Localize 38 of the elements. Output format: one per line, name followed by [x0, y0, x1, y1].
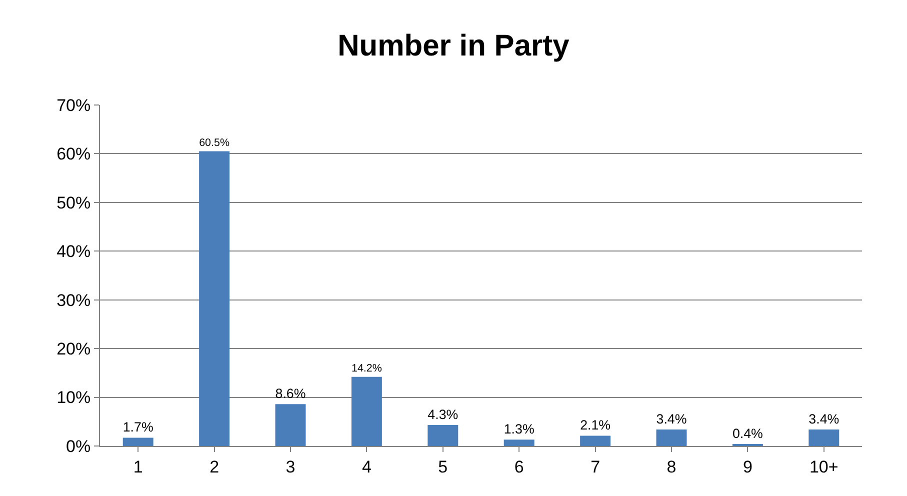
- bar: [428, 425, 458, 446]
- x-tick-label: 2: [210, 457, 220, 476]
- data-label: 2.1%: [580, 418, 611, 433]
- data-label: 8.6%: [275, 386, 306, 401]
- data-label: 3.4%: [808, 411, 840, 426]
- y-tick-label: 0%: [66, 436, 91, 456]
- bar: [580, 436, 611, 446]
- x-tick-label: 8: [666, 457, 676, 476]
- bar: [275, 404, 306, 446]
- data-label: 14.2%: [351, 362, 382, 374]
- data-label: 0.4%: [732, 426, 764, 441]
- y-tick-label: 20%: [56, 340, 91, 359]
- x-tick-label: 1: [133, 457, 143, 476]
- y-tick-label: 10%: [56, 388, 91, 408]
- data-label: 60.5%: [199, 136, 230, 149]
- y-tick-label: 70%: [56, 96, 91, 115]
- bar: [808, 429, 840, 446]
- bar: [351, 376, 382, 446]
- data-label: 4.3%: [428, 406, 458, 422]
- x-tick-label: 10+: [809, 457, 838, 476]
- bar: [656, 429, 687, 446]
- y-tick-label: 30%: [56, 290, 91, 310]
- data-label: 1.7%: [122, 420, 154, 435]
- bar: [504, 440, 534, 446]
- chart-title: Number in Party: [338, 30, 570, 63]
- x-tick-label: 4: [362, 457, 372, 476]
- bar: [199, 151, 230, 446]
- y-tick-label: 40%: [56, 242, 91, 262]
- data-label: 3.4%: [656, 411, 687, 426]
- x-tick-label: 9: [742, 457, 752, 476]
- bar: [122, 438, 154, 446]
- y-tick-label: 50%: [56, 193, 91, 212]
- x-tick-label: 5: [438, 457, 448, 476]
- x-tick-label: 7: [590, 457, 600, 476]
- data-label: 1.3%: [504, 422, 534, 437]
- y-tick-label: 60%: [56, 144, 91, 164]
- x-tick-label: 6: [514, 457, 524, 476]
- x-tick-label: 3: [286, 457, 296, 476]
